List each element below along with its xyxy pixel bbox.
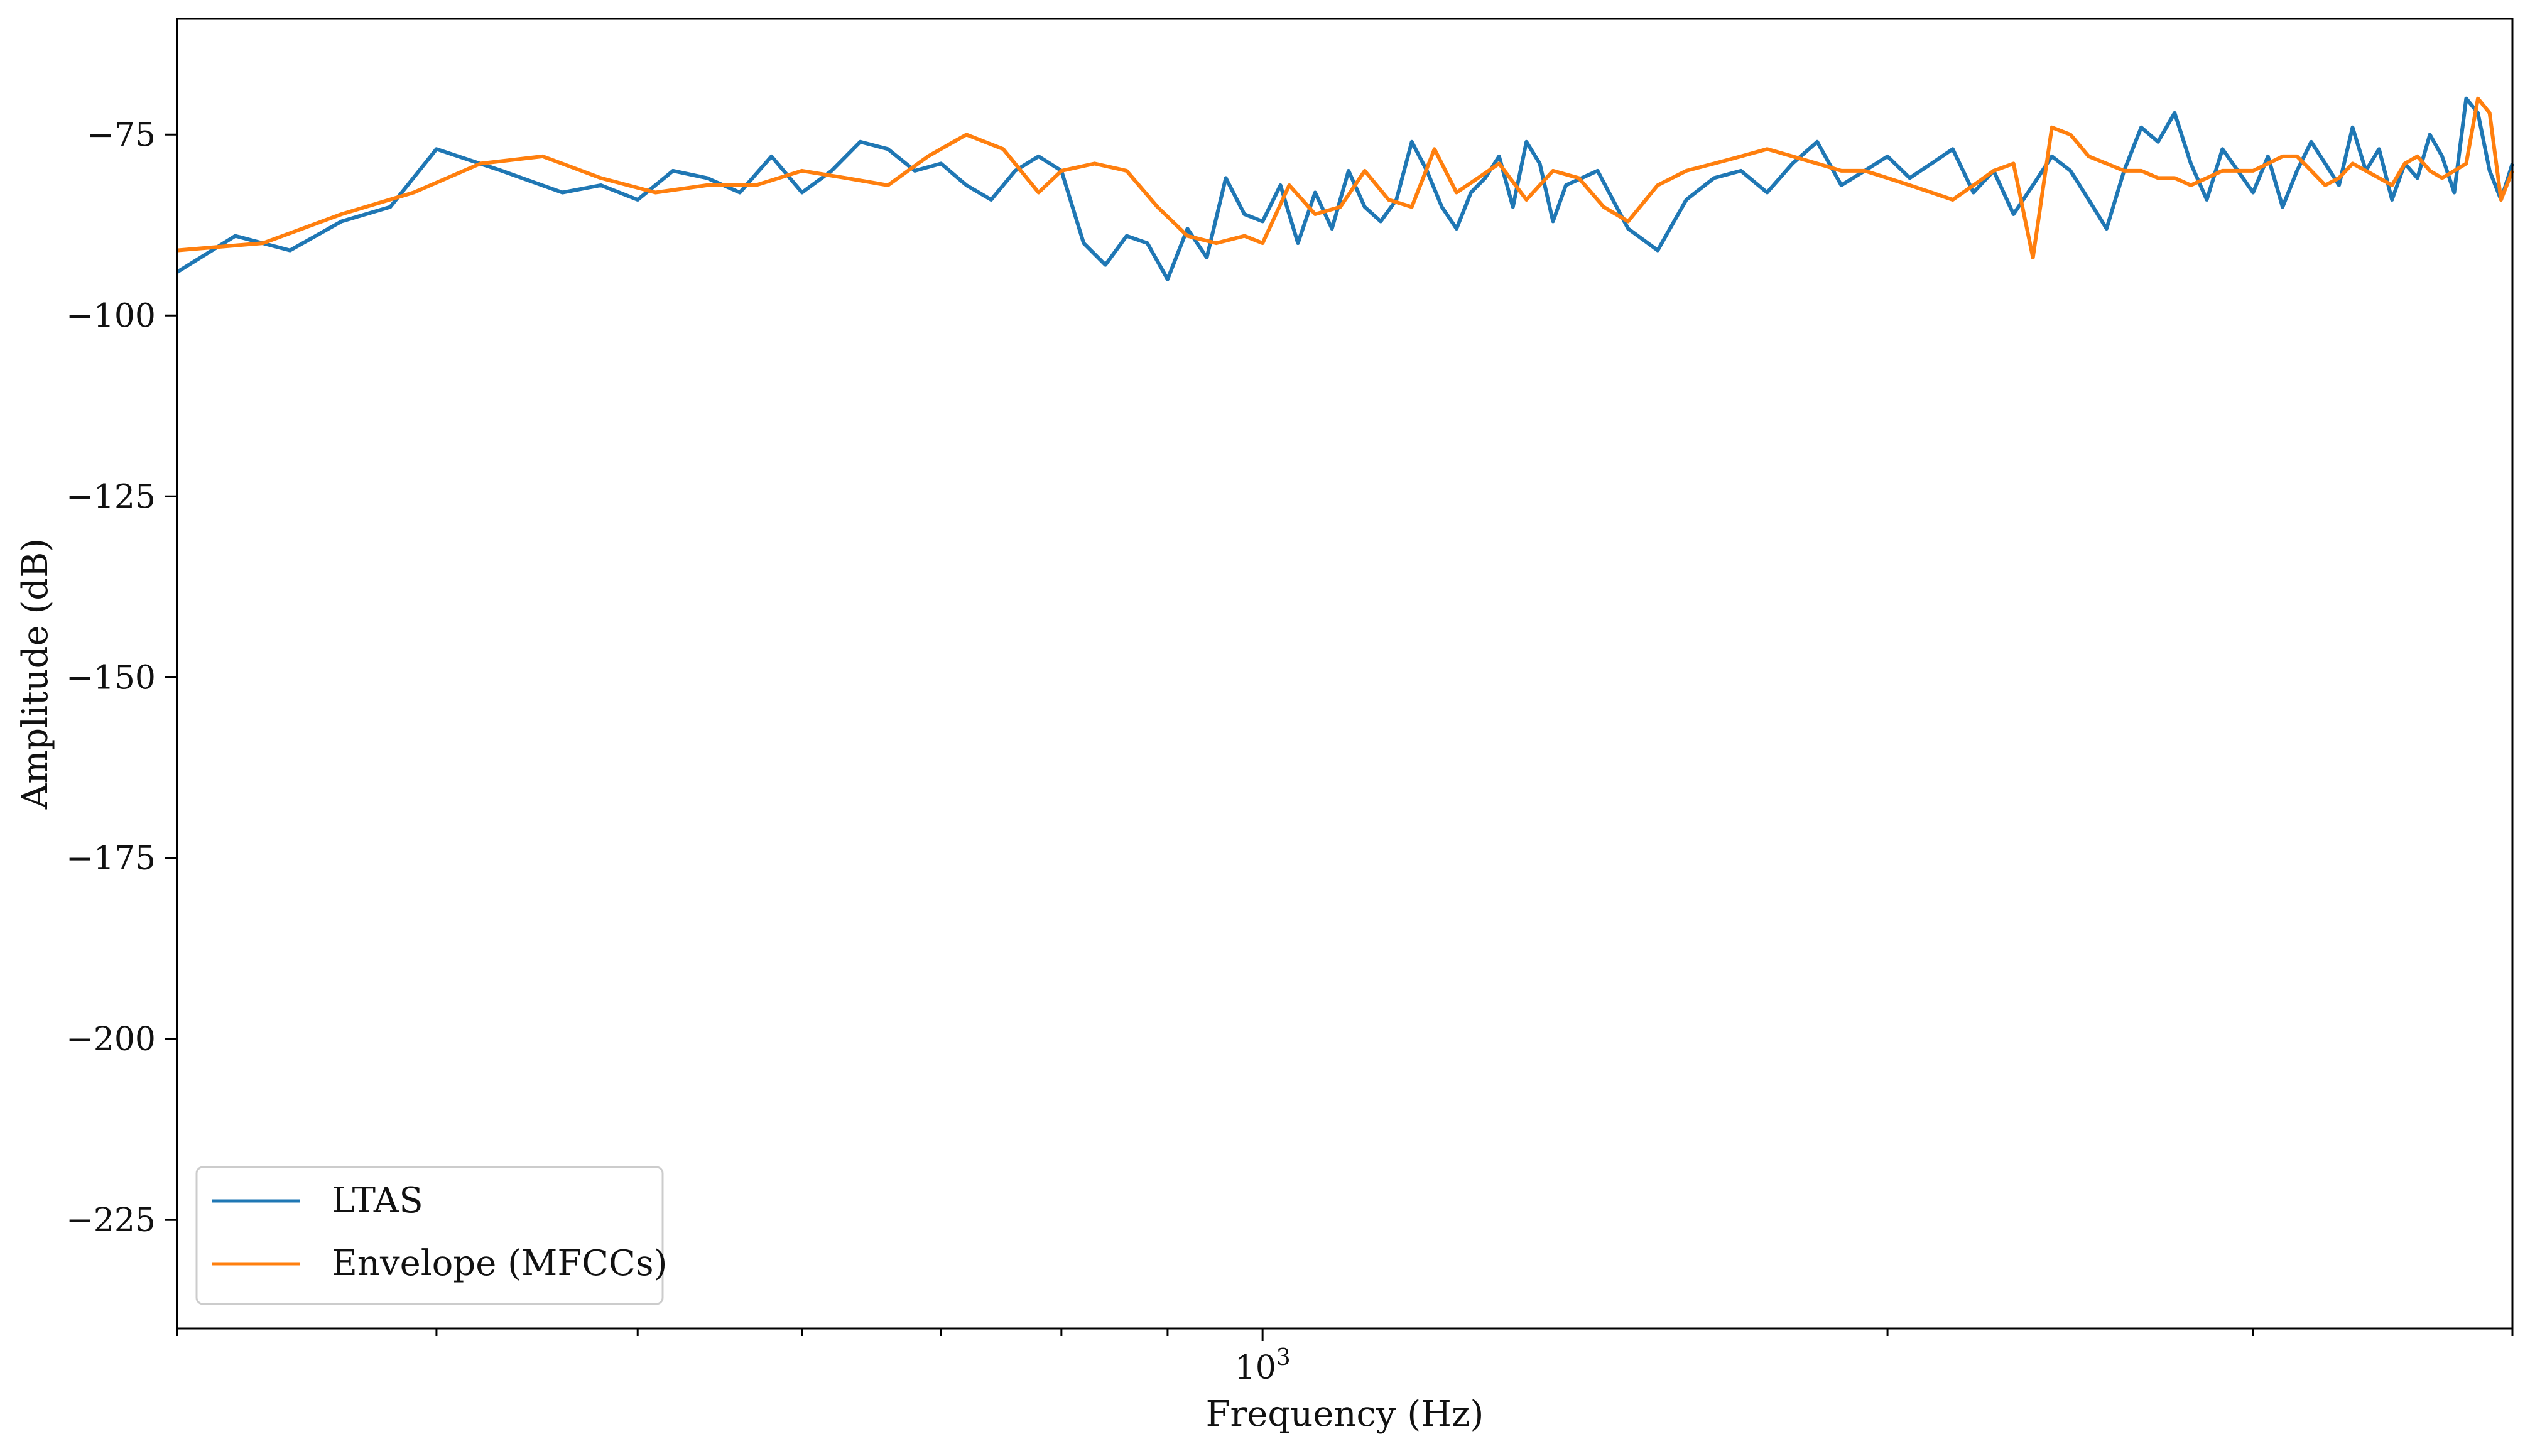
- legend-label-envelope: Envelope (MFCCs): [332, 1243, 667, 1284]
- x-tick-label: 103: [1235, 1345, 1291, 1387]
- y-tick-label: −175: [66, 840, 156, 877]
- series-line-ltas: [176, 96, 2514, 281]
- plot-frame: [176, 18, 2514, 1330]
- series-line-envelope: [176, 96, 2514, 260]
- y-ticks: −75 −100 −125 −150 −175 −200 −225: [66, 116, 177, 1239]
- y-tick-label: −75: [87, 116, 156, 154]
- y-tick-label: −150: [66, 659, 156, 697]
- y-tick-label: −200: [66, 1021, 156, 1058]
- x-major-ticks: 103: [1235, 1328, 1291, 1387]
- legend: LTAS Envelope (MFCCs): [195, 1166, 667, 1305]
- y-tick-label: −100: [66, 297, 156, 335]
- y-tick-label: −125: [66, 478, 156, 516]
- y-axis-title: Amplitude (dB): [15, 538, 56, 810]
- plot-background: [177, 19, 2512, 1328]
- series-layer: [176, 96, 2514, 281]
- x-axis-title: Frequency (Hz): [1206, 1394, 1484, 1435]
- y-tick-label: −225: [66, 1202, 156, 1239]
- legend-label-ltas: LTAS: [332, 1180, 423, 1221]
- legend-box: [195, 1166, 664, 1305]
- x-minor-ticks: [176, 1328, 2514, 1336]
